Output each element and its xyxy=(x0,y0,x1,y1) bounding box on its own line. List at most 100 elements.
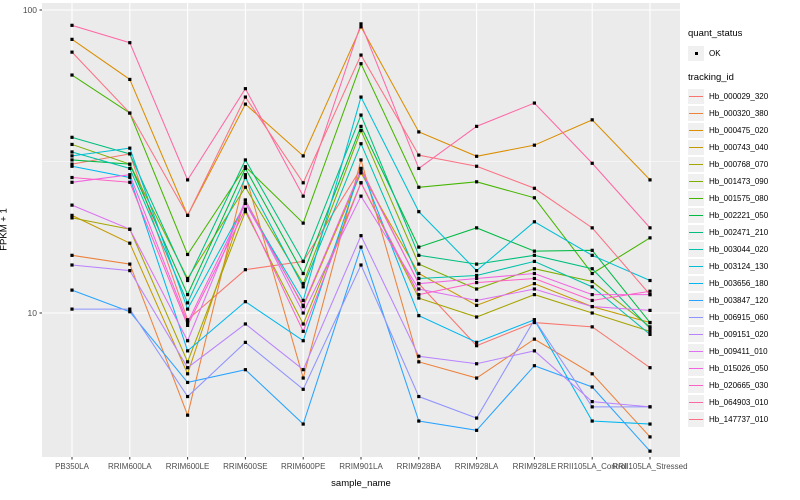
data-point xyxy=(186,323,190,328)
legend-key-swatch xyxy=(688,293,704,308)
data-point xyxy=(590,118,594,122)
series-color-line-icon xyxy=(689,215,703,216)
series-color-line-icon xyxy=(689,283,703,284)
data-point xyxy=(590,267,594,271)
legend-key-ok xyxy=(688,46,704,61)
data-point xyxy=(359,95,363,99)
data-point xyxy=(475,303,479,307)
data-point xyxy=(243,368,247,372)
data-point xyxy=(590,271,594,276)
data-point xyxy=(128,173,132,177)
data-point xyxy=(186,413,190,417)
data-point xyxy=(359,22,363,26)
data-point xyxy=(648,449,652,453)
legend-key-swatch xyxy=(688,327,704,342)
legend-label: Hb_003847_120 xyxy=(709,296,769,305)
legend-key-swatch xyxy=(688,208,704,223)
x-axis-title: sample_name xyxy=(331,478,391,489)
data-point xyxy=(243,102,247,106)
data-point xyxy=(532,337,536,341)
data-point xyxy=(590,385,594,389)
data-point xyxy=(301,422,305,426)
legend-entry-Hb_000743_040: Hb_000743_040 xyxy=(688,139,800,156)
data-point xyxy=(532,282,536,286)
legend-entry-Hb_003044_020: Hb_003044_020 xyxy=(688,241,800,258)
data-point xyxy=(128,180,132,184)
legend-entry-Hb_001473_090: Hb_001473_090 xyxy=(688,173,800,190)
legend-entry-Hb_001575_080: Hb_001575_080 xyxy=(688,190,800,207)
data-point xyxy=(648,329,652,333)
data-point xyxy=(128,269,132,273)
series-color-line-icon xyxy=(689,164,703,165)
data-point xyxy=(590,372,594,376)
data-point xyxy=(475,180,479,184)
data-point xyxy=(243,210,247,214)
series-color-line-icon xyxy=(689,181,703,182)
legend-key-swatch xyxy=(688,378,704,393)
data-point xyxy=(475,124,479,128)
data-point xyxy=(590,279,594,284)
data-point xyxy=(590,419,594,423)
legend-label: Hb_003044_020 xyxy=(709,245,769,254)
legend-key-swatch xyxy=(688,157,704,172)
series-color-line-icon xyxy=(689,147,703,148)
data-point xyxy=(186,278,190,283)
legend-title-tracking-id: tracking_id xyxy=(688,72,734,83)
data-point xyxy=(359,124,363,128)
legend-entry-Hb_003656_180: Hb_003656_180 xyxy=(688,275,800,292)
data-point xyxy=(417,287,421,291)
data-point xyxy=(186,252,190,257)
data-point xyxy=(70,154,74,158)
data-point xyxy=(359,113,363,117)
legend-key-swatch xyxy=(688,140,704,155)
data-point xyxy=(648,278,652,283)
data-point xyxy=(590,325,594,329)
data-point xyxy=(301,298,305,303)
legend-label: Hb_001575_080 xyxy=(709,194,769,203)
data-point xyxy=(417,276,421,281)
data-point xyxy=(532,249,536,253)
data-point xyxy=(475,376,479,380)
data-point xyxy=(648,178,652,182)
series-color-line-icon xyxy=(689,385,703,386)
legend-entry-Hb_020665_030: Hb_020665_030 xyxy=(688,377,800,394)
data-point xyxy=(186,380,190,385)
x-tick-label: RRIM600LE xyxy=(166,462,210,471)
legend-entry-Hb_147737_010: Hb_147737_010 xyxy=(688,411,800,428)
data-point xyxy=(186,372,190,376)
series-color-line-icon xyxy=(689,232,703,233)
data-point xyxy=(532,287,536,291)
data-point xyxy=(70,37,74,41)
legend-label: Hb_009411_010 xyxy=(709,347,768,356)
data-point xyxy=(648,366,652,370)
data-point xyxy=(417,360,421,364)
data-point xyxy=(475,273,479,278)
legend-label: Hb_000743_040 xyxy=(709,143,769,152)
data-point xyxy=(359,234,363,238)
data-point xyxy=(417,153,421,157)
data-point xyxy=(243,158,247,162)
data-point xyxy=(243,268,247,272)
data-point xyxy=(359,245,363,249)
legend-label: Hb_020665_030 xyxy=(709,381,769,390)
data-point xyxy=(532,276,536,281)
data-point xyxy=(128,307,132,311)
data-point xyxy=(70,175,74,180)
data-point xyxy=(70,180,74,184)
series-color-line-icon xyxy=(689,249,703,250)
data-point xyxy=(648,405,652,409)
data-point xyxy=(648,236,652,240)
data-point xyxy=(417,394,421,399)
data-point xyxy=(301,303,305,307)
data-point xyxy=(475,315,479,319)
data-point xyxy=(590,253,594,257)
legend-key-swatch xyxy=(688,106,704,121)
data-point xyxy=(301,311,305,315)
legend-key-swatch xyxy=(688,174,704,189)
data-point xyxy=(128,241,132,245)
data-point xyxy=(301,194,305,198)
data-point xyxy=(359,25,363,29)
series-color-line-icon xyxy=(689,130,703,131)
data-point xyxy=(243,166,247,171)
legend-entry-list: Hb_000029_320 Hb_000320_380 Hb_000475_020 H… xyxy=(688,88,800,428)
